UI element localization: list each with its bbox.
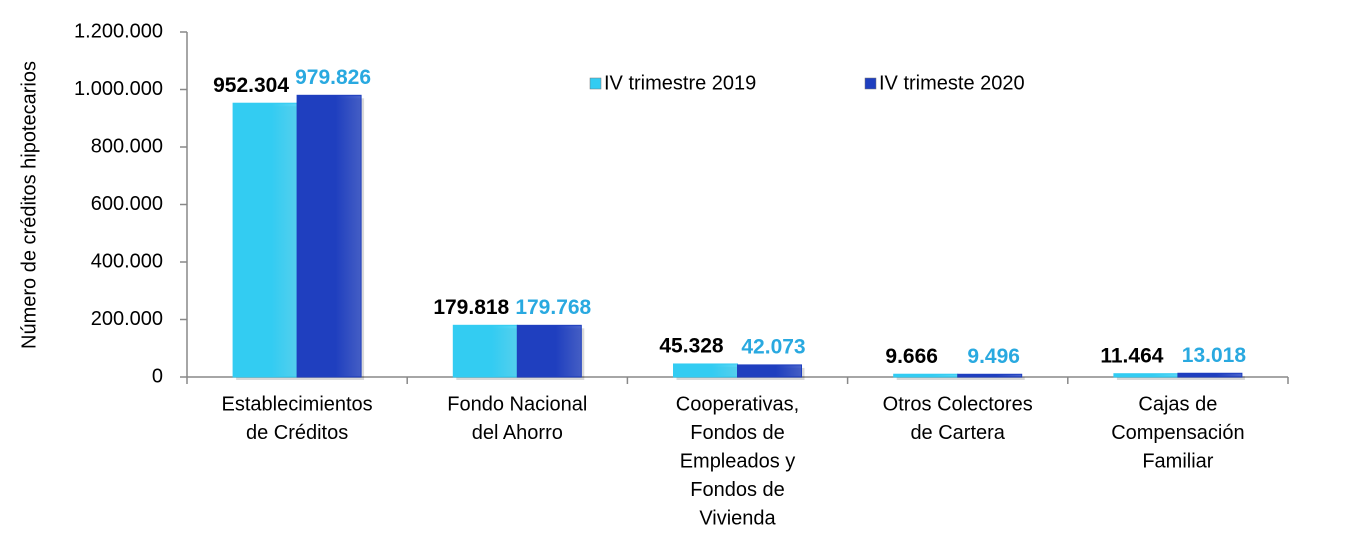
value-label: 45.328	[659, 335, 724, 358]
x-tick-label: de Créditos	[246, 422, 348, 444]
x-tick-label: Familiar	[1142, 450, 1213, 472]
x-tick-label: Cooperativas,	[676, 393, 799, 415]
legend-label: IV trimestre 2019	[604, 72, 756, 94]
y-tick-label: 1.200.000	[74, 20, 163, 42]
legend-label: IV trimeste 2020	[879, 72, 1025, 94]
bar	[232, 102, 298, 378]
legend-swatch	[864, 77, 877, 90]
value-label: 42.073	[741, 335, 805, 358]
bar	[893, 373, 959, 378]
x-tick-label: Empleados y	[680, 450, 796, 472]
bar	[673, 363, 738, 378]
bar	[1177, 372, 1243, 378]
bar-shadow	[960, 377, 1025, 380]
value-label: 179.818	[433, 296, 509, 319]
x-tick-label: Otros Colectores	[883, 393, 1033, 415]
bar	[296, 94, 362, 378]
x-tick-label: Cajas de	[1138, 393, 1217, 415]
value-label: 9.666	[885, 345, 938, 368]
y-axis-label: Número de créditos hipotecarios	[18, 61, 40, 349]
y-tick-label: 600.000	[91, 193, 163, 215]
bar	[737, 364, 802, 378]
y-tick-label: 800.000	[91, 135, 163, 157]
value-label: 13.018	[1182, 344, 1247, 367]
bar	[516, 324, 582, 378]
bar	[452, 324, 518, 378]
y-tick-label: 400.000	[91, 250, 163, 272]
y-tick-label: 200.000	[91, 308, 163, 330]
bar	[957, 373, 1023, 378]
value-label: 11.464	[1100, 344, 1163, 367]
x-tick-label: Fondos de	[690, 422, 785, 444]
value-label: 9.496	[967, 345, 1020, 368]
x-tick-label: del Ahorro	[472, 422, 563, 444]
y-tick-label: 1.000.000	[74, 78, 163, 100]
bar-shadow	[1116, 376, 1181, 380]
legend-swatch	[589, 77, 602, 90]
x-tick-label: Establecimientos	[222, 393, 373, 415]
x-tick-label: Fondo Nacional	[447, 393, 587, 415]
x-tick-label: de Cartera	[910, 422, 1005, 444]
bar-shadow	[1180, 376, 1245, 380]
value-label: 979.826	[295, 66, 371, 89]
bar	[1113, 373, 1179, 378]
y-tick-label: 0	[152, 365, 163, 387]
x-tick-label: Vivienda	[699, 507, 776, 529]
x-tick-label: Fondos de	[690, 479, 785, 501]
x-tick-label: Compensación	[1111, 422, 1244, 444]
value-label: 179.768	[515, 296, 591, 319]
bar-shadow	[896, 377, 961, 380]
value-label: 952.304	[213, 74, 289, 97]
